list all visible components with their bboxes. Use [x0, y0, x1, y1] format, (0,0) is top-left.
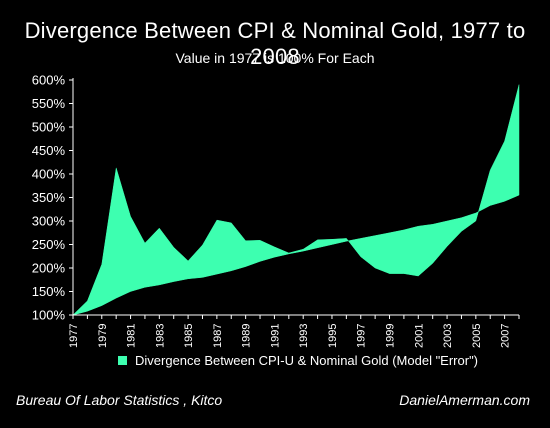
x-tick-label: 2003: [442, 324, 454, 348]
x-tick-label: 1985: [183, 324, 195, 348]
x-tick-label: 1989: [241, 324, 253, 348]
divergence-area: [72, 84, 520, 316]
x-tick-label: 1977: [68, 324, 80, 348]
chart-title: Divergence Between CPI & Nominal Gold, 1…: [24, 18, 526, 69]
y-tick-label: 250%: [32, 237, 66, 252]
y-tick-label: 350%: [32, 190, 66, 205]
x-tick-label: 1997: [356, 324, 368, 348]
y-tick-label: 500%: [32, 120, 66, 135]
legend-label: Divergence Between CPI-U & Nominal Gold …: [135, 353, 479, 368]
x-tick-label: 1991: [269, 324, 281, 348]
y-tick-label: 600%: [32, 73, 66, 88]
x-tick-label: 1981: [126, 324, 138, 348]
x-tick-label: 2007: [500, 324, 512, 348]
x-tick-label: 1979: [97, 324, 109, 348]
x-tick-label: 1987: [212, 324, 224, 348]
website-credit: DanielAmerman.com: [399, 392, 530, 408]
x-tick-label: 1999: [385, 324, 397, 348]
legend-swatch: [118, 356, 127, 365]
x-tick-label: 1993: [298, 324, 310, 348]
y-tick-label: 400%: [32, 167, 66, 182]
x-tick-label: 2005: [471, 324, 483, 348]
y-tick-label: 550%: [32, 96, 66, 111]
x-tick-label: 1995: [327, 324, 339, 348]
y-tick-label: 150%: [32, 284, 66, 299]
y-tick-label: 200%: [32, 261, 66, 276]
source-credit: Bureau Of Labor Statistics , Kitco: [16, 392, 223, 408]
x-tick-label: 1983: [154, 324, 166, 348]
y-tick-label: 300%: [32, 214, 66, 229]
x-tick-label: 2001: [413, 324, 425, 348]
y-tick-label: 450%: [32, 143, 66, 158]
y-tick-label: 100%: [32, 308, 66, 323]
legend: Divergence Between CPI-U & Nominal Gold …: [118, 353, 478, 368]
chart-subtitle: Value in 1977 is 100% For Each: [175, 50, 375, 66]
